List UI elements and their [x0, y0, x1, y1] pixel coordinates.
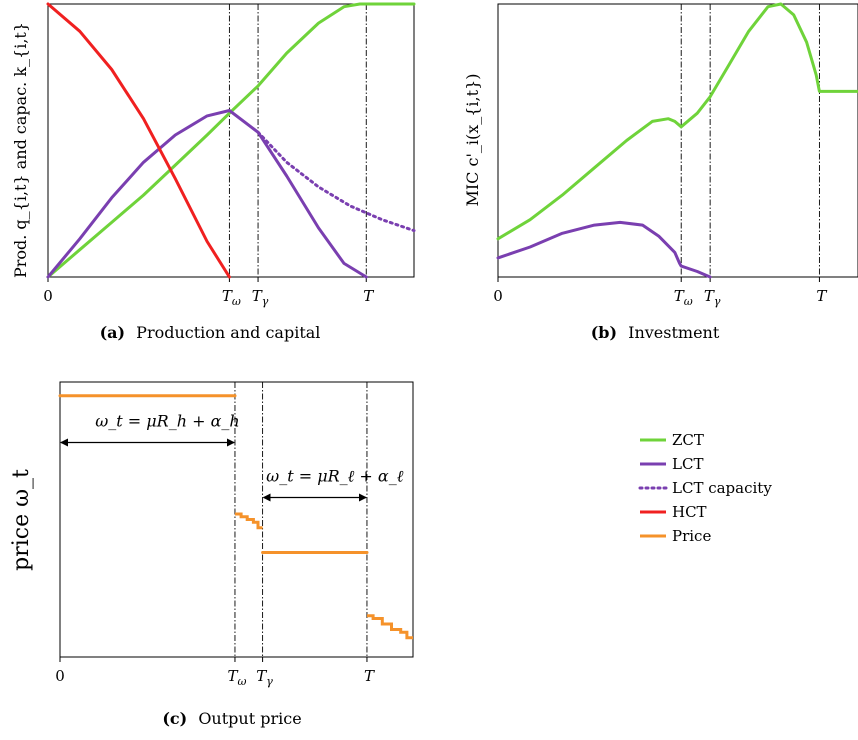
- panel-a-series-zct-0: [46, 2, 416, 279]
- panel-b-ylabel-text: MIC c'_i(x_{i,t}): [463, 73, 482, 206]
- panel-a-frame: [47, 3, 415, 278]
- panel-a-xtick-label-2: Tγ: [252, 287, 269, 308]
- panel-b-series-zct-0: [496, 2, 858, 241]
- panel-a-xtick-label-3: T: [363, 287, 374, 305]
- panel-c-xtick-label-2: Tγ: [256, 667, 273, 688]
- panel-a-series-lct-capacity-2: [256, 130, 416, 233]
- legend-label-price: Price: [672, 527, 711, 545]
- legend: ZCT LCT LCT capacity HCT Price: [638, 431, 772, 545]
- panel-b-series-lct-1: [496, 220, 712, 279]
- panel-b-xtick-label-2: Tγ: [704, 287, 721, 308]
- panel-a-ylabel-text: Prod. q_{i,t} and capac. k_{i,t}: [11, 22, 30, 278]
- panel-b-marks: 0 Tω Tγ T: [493, 2, 858, 308]
- panel-c-caption-text: Output price: [198, 709, 301, 728]
- panel-c-annotation-label-0: ω_t = μR_h + α_h: [95, 412, 240, 431]
- panel-a-caption: (a) Production and capital: [100, 323, 321, 342]
- panel-production-capital: 0 Tω Tγ T Prod. q_{i,t} and capac. k_{i,t} …: [11, 2, 416, 342]
- panel-b-xtick-label-1: Tω: [674, 287, 693, 308]
- panel-c-series-price-3: [367, 614, 413, 640]
- panel-b-ylabel: MIC c'_i(x_{i,t}): [463, 73, 482, 206]
- panel-a-series-hct-3: [46, 2, 231, 279]
- legend-label-zct: ZCT: [672, 431, 704, 449]
- panel-c-frame: [59, 381, 414, 658]
- panel-a-xtick-label-1: Tω: [222, 287, 241, 308]
- panel-b-xtick-label-0: 0: [493, 287, 503, 305]
- panel-a-ylabel: Prod. q_{i,t} and capac. k_{i,t}: [11, 22, 30, 278]
- panel-a-caption-text: Production and capital: [136, 323, 320, 342]
- panel-a-marks: 0 Tω Tγ T: [43, 2, 416, 308]
- panel-c-xtick-label-1: Tω: [227, 667, 246, 688]
- legend-label-lct: LCT: [672, 455, 703, 473]
- panel-b-frame: [497, 3, 858, 278]
- panel-c-ylabel-text: price ω_t: [9, 469, 34, 571]
- panel-a-xtick-label-0: 0: [43, 287, 53, 305]
- panel-b-caption-tag: (b): [591, 323, 617, 342]
- legend-label-lct-capacity: LCT capacity: [672, 479, 772, 497]
- panel-c-marks: 0 Tω Tγ Tω_t = μR_h + α_h ω_t = μR_ℓ + α_ℓ: [55, 381, 414, 688]
- panel-c-ylabel: price ω_t: [9, 469, 34, 571]
- panel-output-price: 0 Tω Tγ Tω_t = μR_h + α_h ω_t = μR_ℓ + α_ℓ p…: [9, 381, 414, 728]
- legend-label-hct: HCT: [672, 503, 707, 521]
- panel-a-caption-tag: (a): [100, 323, 126, 342]
- panel-c-caption: (c) Output price: [162, 709, 301, 728]
- panel-c-caption-tag: (c): [162, 709, 187, 728]
- panel-investment: 0 Tω Tγ T MIC c'_i(x_{i,t}) (b) Investment: [463, 2, 858, 342]
- panel-c-annotation-label-1: ω_t = μR_ℓ + α_ℓ: [266, 467, 404, 486]
- panel-c-xtick-label-3: T: [364, 667, 375, 685]
- panel-b-caption: (b) Investment: [591, 323, 720, 342]
- panel-c-series-price-1: [235, 512, 263, 530]
- panel-b-xtick-label-3: T: [816, 287, 827, 305]
- panel-a-series-lct-1: [46, 109, 368, 279]
- panel-b-caption-text: Investment: [628, 323, 720, 342]
- panel-c-xtick-label-0: 0: [55, 667, 65, 685]
